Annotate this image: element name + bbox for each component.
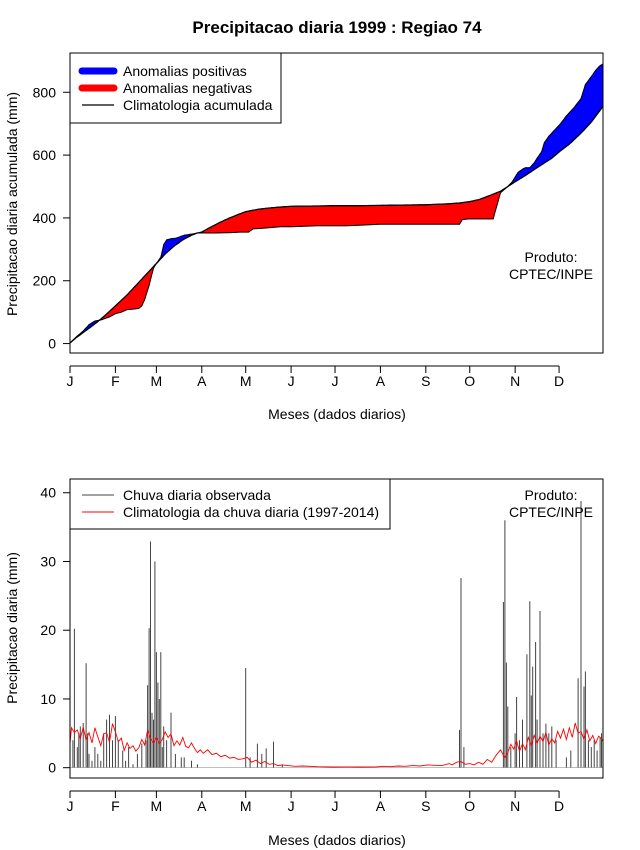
top-y-tick-label: 800 xyxy=(33,84,57,100)
top-x-tick-label: O xyxy=(464,373,475,389)
top-y-tick-label: 200 xyxy=(33,273,57,289)
top-x-tick-label: M xyxy=(151,373,163,389)
legend-observed-label: Chuva diaria observada xyxy=(123,487,271,503)
legend-daily-climatology-label: Climatologia da chuva diaria (1997-2014) xyxy=(123,504,379,520)
bottom-legend-box xyxy=(69,478,391,530)
top-x-tick-label: J xyxy=(67,373,74,389)
daily-climatology-line xyxy=(69,722,604,768)
top-y-axis: 0 200 400 600 800 xyxy=(33,84,71,352)
bottom-x-tick-label: M xyxy=(240,798,252,814)
bottom-x-tick-label: O xyxy=(464,798,475,814)
legend-positive-label: Anomalias positivas xyxy=(123,63,247,79)
bottom-x-tick-label: M xyxy=(151,798,163,814)
observed-cumulative-line xyxy=(69,63,604,344)
top-y-tick-label: 0 xyxy=(48,336,56,352)
top-x-tick-label: N xyxy=(510,373,520,389)
top-x-tick-label: J xyxy=(288,373,295,389)
bottom-y-axis: 0 10 20 30 40 xyxy=(40,485,71,776)
top-x-tick-label: A xyxy=(197,373,207,389)
bottom-x-tick-label: J xyxy=(67,798,74,814)
bottom-x-tick-label: N xyxy=(510,798,520,814)
chart-title: Precipitacao diaria 1999 : Regiao 74 xyxy=(192,18,482,37)
bottom-annotation-line-1: Produto: xyxy=(525,487,578,503)
bottom-y-tick-label: 30 xyxy=(40,553,56,569)
bottom-x-tick-label: J xyxy=(332,798,339,814)
top-x-axis-label: Meses (dados diarios) xyxy=(268,406,406,422)
bottom-y-tick-label: 0 xyxy=(48,760,56,776)
top-legend: Anomalias positivas Anomalias negativas … xyxy=(69,52,282,124)
bottom-y-axis-label: Precipitacao diaria (mm) xyxy=(4,552,20,704)
bottom-y-tick-label: 20 xyxy=(40,622,56,638)
top-x-tick-label: A xyxy=(376,373,386,389)
bottom-y-tick-label: 10 xyxy=(40,691,56,707)
top-x-tick-label: M xyxy=(240,373,252,389)
top-x-tick-label: J xyxy=(332,373,339,389)
bottom-legend: Chuva diaria observada Climatologia da c… xyxy=(69,478,391,530)
bottom-x-tick-label: A xyxy=(197,798,207,814)
bottom-x-tick-label: S xyxy=(421,798,430,814)
bottom-x-tick-label: F xyxy=(111,798,120,814)
top-y-tick-label: 400 xyxy=(33,210,57,226)
top-y-tick-label: 600 xyxy=(33,147,57,163)
bottom-x-tick-label: D xyxy=(554,798,564,814)
top-x-tick-label: S xyxy=(421,373,430,389)
top-y-axis-label: Precipitacao diaria acumulada (mm) xyxy=(4,92,20,316)
top-annotation-line-1: Produto: xyxy=(525,249,578,265)
bottom-panel: 0 10 20 30 40 J F M A M J J A S O N D Meses (dados diar… xyxy=(4,478,604,848)
legend-climatology-label: Climatologia acumulada xyxy=(123,97,273,113)
top-x-tick-label: D xyxy=(554,373,564,389)
bottom-y-tick-label: 40 xyxy=(40,485,56,501)
bottom-annotation-line-2: CPTEC/INPE xyxy=(509,504,593,520)
observed-daily-bars xyxy=(70,501,603,768)
bottom-x-tick-label: J xyxy=(288,798,295,814)
legend-negative-label: Anomalias negativas xyxy=(123,80,252,96)
bottom-x-tick-label: A xyxy=(376,798,386,814)
bottom-x-axis-label: Meses (dados diarios) xyxy=(268,832,406,848)
top-x-tick-label: F xyxy=(111,373,120,389)
top-panel: 0 200 400 600 800 J F M A M J J A S O N D Meses (dados … xyxy=(4,52,604,422)
top-annotation-line-2: CPTEC/INPE xyxy=(509,266,593,282)
